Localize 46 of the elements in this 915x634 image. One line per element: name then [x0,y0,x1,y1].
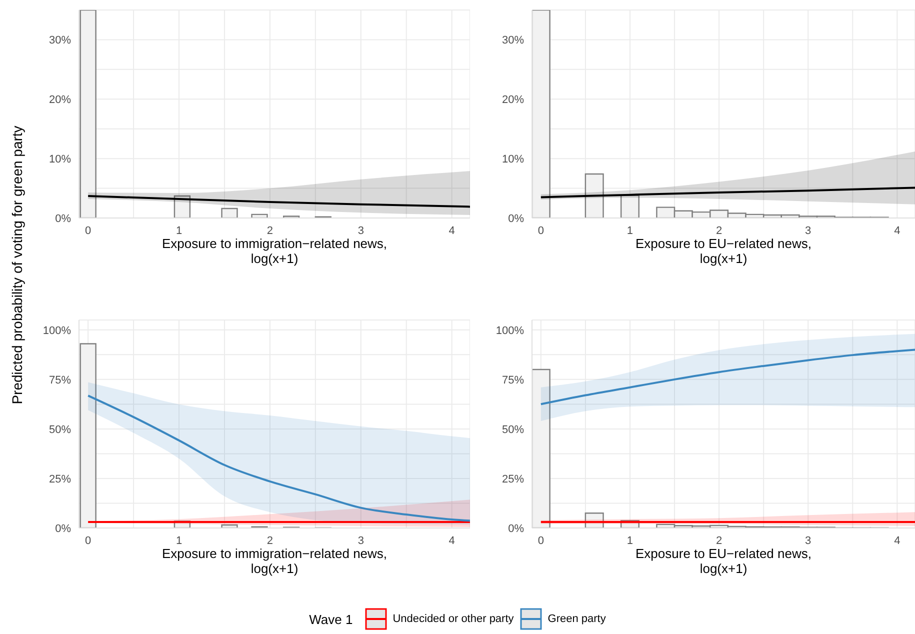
y-tick-label: 0% [508,522,524,535]
x-tick-label: 3 [358,224,364,237]
y-tick-label: 75% [502,374,524,386]
x-tick-label: 0 [538,534,544,547]
x-axis-title: Exposure to immigration−related news, log(x+1) [162,236,388,266]
x-tick-label: 4 [894,534,900,547]
x-tick-label: 4 [448,534,455,547]
x-tick-label: 3 [358,534,364,547]
x-tick-label: 1 [176,224,182,237]
x-tick-label: 1 [176,534,182,547]
x-tick-label: 3 [805,534,812,547]
y-tick-label: 100% [496,324,524,337]
y-tick-label: 0% [55,212,72,225]
x-tick-label: 0 [85,534,92,547]
y-tick-label: 50% [502,424,524,436]
y-tick-label: 10% [48,153,72,166]
x-tick-label: 2 [266,534,274,547]
y-tick-label: 75% [48,374,72,386]
x-tick-label: 4 [448,224,455,237]
legend-label: Green party [548,613,606,625]
y-tick-label: 25% [48,473,72,486]
x-tick-label: 4 [894,224,900,237]
x-axis-title: Exposure to immigration−related news, log(x+1) [162,546,388,576]
x-tick-label: 2 [716,534,722,547]
y-tick-label: 20% [502,94,524,106]
x-tick-label: 2 [266,224,274,237]
y-tick-label: 25% [502,473,524,486]
y-tick-label: 10% [502,153,524,166]
y-tick-label: 0% [55,522,72,535]
x-tick-label: 1 [626,534,634,547]
y-tick-label: 20% [48,94,72,106]
x-tick-label: 1 [626,224,634,237]
y-tick-label: 50% [48,424,72,436]
legend-title: Wave 1 [309,612,353,626]
y-tick-label: 30% [48,34,72,47]
x-tick-label: 3 [805,224,812,237]
x-tick-label: 2 [716,224,722,237]
legend-label: Undecided or other party [392,613,514,625]
x-tick-label: 0 [85,224,92,237]
x-axis-title: Exposure to EU−related news, log(x+1) [636,546,812,576]
x-axis-title: Exposure to EU−related news, log(x+1) [636,236,812,266]
y-tick-label: 30% [502,34,524,47]
y-tick-label: 100% [42,324,72,337]
y-tick-label: 0% [508,212,524,225]
y-axis-title: Predicted probability of voting for green party [9,126,25,404]
x-tick-label: 0 [538,224,544,237]
